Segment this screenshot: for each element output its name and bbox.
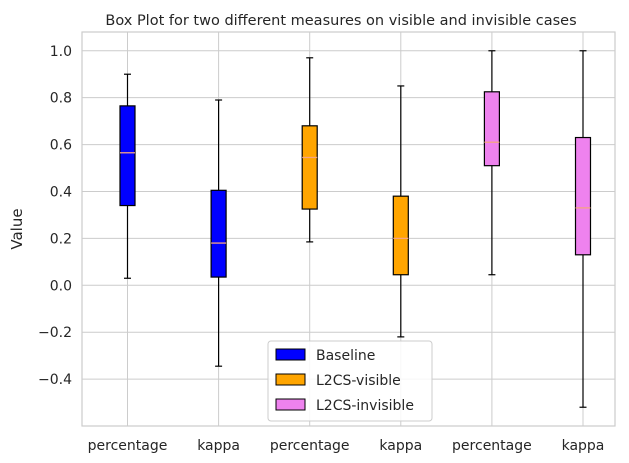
y-axis-label: Value: [8, 208, 26, 249]
y-tick-label: −0.2: [38, 325, 72, 341]
legend-frame: [267, 340, 433, 422]
y-tick-label: 0.2: [50, 231, 72, 247]
box-l2cs-visible-kappa: [392, 195, 409, 276]
plot-area: −0.4 −0.2 0.0 0.2 0.4 0.6 0.8 1.0 percentage kapp…: [38, 31, 616, 454]
x-tick-label: percentage: [88, 438, 168, 454]
legend-label: L2CS-invisible: [316, 398, 414, 414]
y-tick-label: 0.0: [50, 278, 72, 294]
y-tick-label: 1.0: [50, 44, 72, 60]
box-l2cs-invisible-percentage: [483, 91, 500, 167]
box-l2cs-invisible-kappa: [574, 136, 592, 256]
plot-frame: [81, 31, 616, 427]
legend-swatch: [275, 398, 306, 411]
x-tick-label: kappa: [562, 438, 605, 454]
y-tick-label: 0.8: [50, 91, 72, 107]
legend-label: Baseline: [316, 348, 375, 364]
x-tick-label: percentage: [452, 438, 532, 454]
legend-swatch: [275, 348, 306, 361]
x-tick-label: kappa: [197, 438, 240, 454]
x-tick-label: kappa: [379, 438, 422, 454]
y-tick-label: 0.6: [50, 138, 72, 154]
legend-swatch: [275, 373, 306, 386]
chart-title: Box Plot for two different measures on v…: [105, 13, 576, 29]
box-baseline-kappa: [210, 189, 227, 278]
y-tick-label: 0.4: [50, 184, 72, 200]
box-baseline-percentage: [119, 105, 136, 207]
box-l2cs-visible-percentage: [301, 125, 318, 210]
y-tick-label: −0.4: [38, 372, 72, 388]
legend: Baseline L2CS-visible L2CS-invisible: [267, 340, 433, 422]
x-tick-label: percentage: [270, 438, 350, 454]
legend-label: L2CS-visible: [316, 373, 401, 389]
